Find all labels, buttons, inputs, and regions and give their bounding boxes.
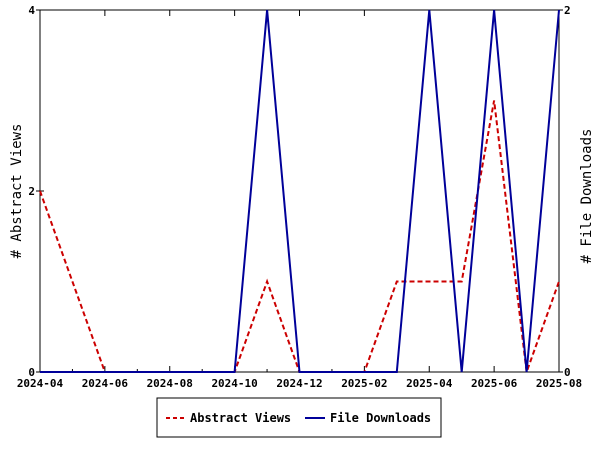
legend-box (156, 397, 442, 438)
x-tick-label: 2025-04 (406, 377, 453, 390)
x-tick-label: 2025-08 (536, 377, 582, 390)
series-line-file-downloads (40, 9, 560, 373)
y-left-tick-label: 4 (28, 4, 35, 17)
series-layer (39, 9, 560, 373)
y-axis-right-title: # File Downloads (579, 129, 595, 264)
y-left-tick-label: 0 (28, 366, 35, 379)
y-left-tick-label: 2 (28, 185, 35, 198)
x-tick-label: 2025-02 (341, 377, 387, 390)
x-tick-label: 2024-06 (82, 377, 129, 390)
legend-label-abstract-views: Abstract Views (190, 411, 291, 425)
y-axis-left-title: # Abstract Views (9, 124, 25, 259)
x-tick-label: 2025-06 (471, 377, 518, 390)
y-right-tick-label: 0 (564, 366, 571, 379)
legend-label-file-downloads: File Downloads (330, 411, 431, 425)
y-right-tick-label: 2 (564, 4, 571, 17)
x-tick-label: 2024-04 (17, 377, 64, 390)
x-axis-ticks: 2024-04 2024-06 2024-08 2024-10 2024-12 2025-… (17, 10, 582, 390)
x-tick-label: 2024-10 (211, 377, 257, 390)
x-tick-label: 2024-08 (147, 377, 193, 390)
legend: Abstract Views File Downloads (156, 397, 442, 438)
x-tick-label: 2024-12 (276, 377, 322, 390)
